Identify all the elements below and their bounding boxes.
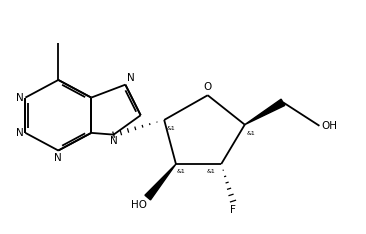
Text: HO: HO xyxy=(131,200,146,210)
Text: N: N xyxy=(16,128,24,138)
Text: O: O xyxy=(203,82,212,92)
Text: &1: &1 xyxy=(167,126,175,131)
Text: N: N xyxy=(55,153,62,163)
Text: &1: &1 xyxy=(247,131,256,135)
Text: N: N xyxy=(127,73,134,83)
Text: &1: &1 xyxy=(177,169,186,174)
Polygon shape xyxy=(245,99,285,125)
Text: F: F xyxy=(230,205,236,215)
Text: N: N xyxy=(110,136,117,146)
Polygon shape xyxy=(145,164,176,200)
Text: &1: &1 xyxy=(206,169,215,174)
Text: OH: OH xyxy=(322,121,338,131)
Text: N: N xyxy=(16,93,24,102)
